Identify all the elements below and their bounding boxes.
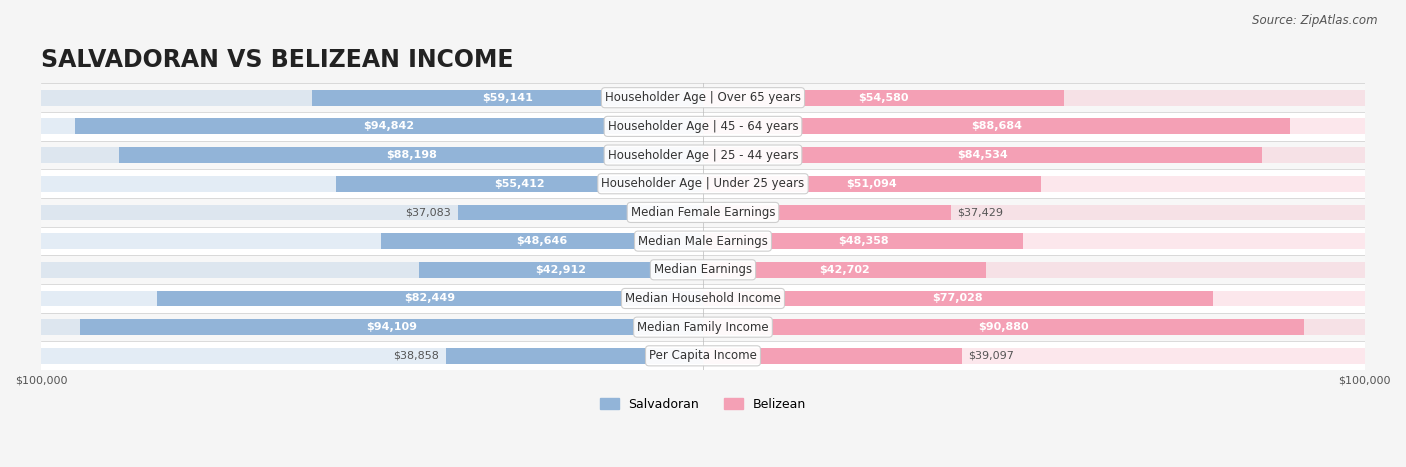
Bar — [41, 313, 1365, 341]
Bar — [703, 290, 1213, 306]
Text: $88,684: $88,684 — [972, 121, 1022, 131]
Bar — [312, 90, 703, 106]
Text: Householder Age | Under 25 years: Householder Age | Under 25 years — [602, 177, 804, 190]
Bar — [703, 319, 1365, 335]
Text: $84,534: $84,534 — [957, 150, 1008, 160]
Bar — [703, 348, 962, 364]
Text: SALVADORAN VS BELIZEAN INCOME: SALVADORAN VS BELIZEAN INCOME — [41, 48, 513, 72]
Text: $39,097: $39,097 — [969, 351, 1014, 361]
Text: $51,094: $51,094 — [846, 179, 897, 189]
Bar — [703, 233, 1365, 249]
Text: Median Male Earnings: Median Male Earnings — [638, 234, 768, 248]
Text: Median Household Income: Median Household Income — [626, 292, 780, 305]
Text: $38,858: $38,858 — [394, 351, 439, 361]
Text: Median Earnings: Median Earnings — [654, 263, 752, 276]
Bar — [157, 290, 703, 306]
Bar — [41, 290, 703, 306]
Bar — [41, 176, 703, 191]
Bar — [703, 176, 1040, 191]
Text: $94,842: $94,842 — [364, 121, 415, 131]
Bar — [41, 255, 1365, 284]
Bar — [120, 147, 703, 163]
Text: Source: ZipAtlas.com: Source: ZipAtlas.com — [1253, 14, 1378, 27]
Bar — [419, 262, 703, 278]
Text: $82,449: $82,449 — [405, 293, 456, 304]
Text: Householder Age | 45 - 64 years: Householder Age | 45 - 64 years — [607, 120, 799, 133]
Bar — [76, 119, 703, 134]
Bar — [336, 176, 703, 191]
Bar — [703, 147, 1365, 163]
Bar — [703, 262, 1365, 278]
Text: $77,028: $77,028 — [932, 293, 983, 304]
Bar — [41, 170, 1365, 198]
Text: $88,198: $88,198 — [385, 150, 437, 160]
Text: $55,412: $55,412 — [495, 179, 546, 189]
Bar — [703, 205, 1365, 220]
Bar — [703, 233, 1024, 249]
Bar — [703, 348, 1365, 364]
Bar — [703, 176, 1365, 191]
Bar — [703, 119, 1365, 134]
Bar — [41, 262, 703, 278]
Text: $90,880: $90,880 — [979, 322, 1029, 332]
Bar — [457, 205, 703, 220]
Text: $54,580: $54,580 — [858, 92, 908, 103]
Bar — [703, 90, 1064, 106]
Bar — [41, 141, 1365, 170]
Bar — [41, 205, 703, 220]
Bar — [41, 319, 703, 335]
Bar — [41, 112, 1365, 141]
Text: Median Female Earnings: Median Female Earnings — [631, 206, 775, 219]
Bar — [41, 341, 1365, 370]
Bar — [703, 290, 1365, 306]
Text: $42,702: $42,702 — [818, 265, 870, 275]
Bar — [381, 233, 703, 249]
Text: $94,109: $94,109 — [366, 322, 418, 332]
Bar — [41, 233, 703, 249]
Text: $59,141: $59,141 — [482, 92, 533, 103]
Text: $37,429: $37,429 — [957, 207, 1004, 218]
Bar — [80, 319, 703, 335]
Text: Median Family Income: Median Family Income — [637, 321, 769, 333]
Bar — [41, 284, 1365, 313]
Bar — [446, 348, 703, 364]
Text: $48,646: $48,646 — [516, 236, 568, 246]
Bar — [41, 147, 703, 163]
Text: $48,358: $48,358 — [838, 236, 889, 246]
Bar — [41, 119, 703, 134]
Bar — [41, 348, 703, 364]
Bar — [703, 319, 1305, 335]
Bar — [703, 262, 986, 278]
Text: $42,912: $42,912 — [536, 265, 586, 275]
Text: Householder Age | Over 65 years: Householder Age | Over 65 years — [605, 91, 801, 104]
Bar — [703, 147, 1263, 163]
Text: $37,083: $37,083 — [405, 207, 451, 218]
Bar — [703, 90, 1365, 106]
Bar — [41, 90, 703, 106]
Bar — [703, 205, 950, 220]
Bar — [703, 119, 1289, 134]
Text: Per Capita Income: Per Capita Income — [650, 349, 756, 362]
Bar — [41, 227, 1365, 255]
Bar — [41, 83, 1365, 112]
Bar — [41, 198, 1365, 227]
Text: Householder Age | 25 - 44 years: Householder Age | 25 - 44 years — [607, 149, 799, 162]
Legend: Salvadoran, Belizean: Salvadoran, Belizean — [595, 393, 811, 416]
